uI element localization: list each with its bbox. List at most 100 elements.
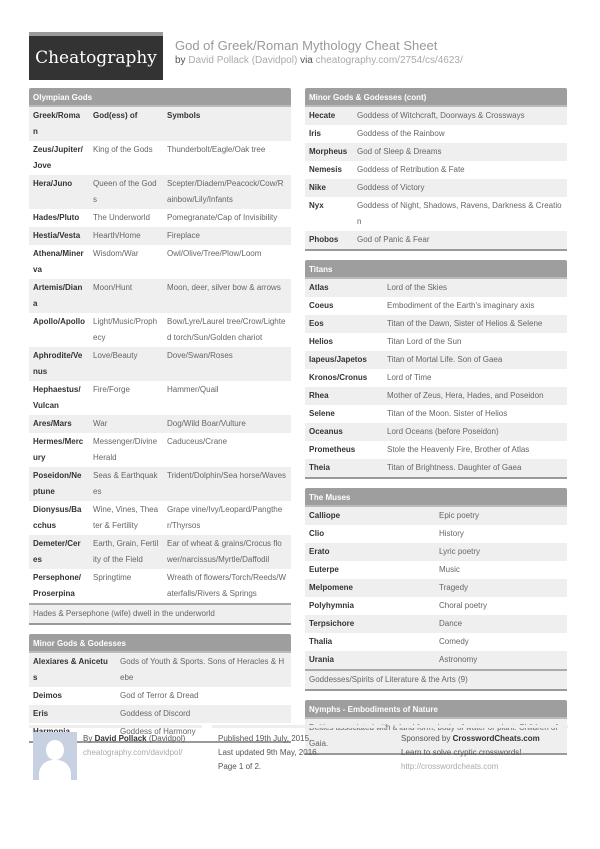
value-cell: Music bbox=[439, 565, 460, 574]
value-cell: God of Terror & Dread bbox=[120, 691, 199, 700]
value-cell: God of Panic & Fear bbox=[357, 235, 430, 244]
value-cell: Goddess of Victory bbox=[357, 183, 425, 192]
right-column: Minor Gods & Godesses (cont) Hecate Godde… bbox=[305, 88, 567, 764]
value-cell: Moon/Hunt bbox=[93, 283, 133, 292]
name-cell: Iapeus/Japetos bbox=[309, 355, 367, 364]
value-cell: Hearth/Home bbox=[93, 231, 141, 240]
value-cell: Thunderbolt/Eagle/Oak tree bbox=[167, 145, 266, 154]
name-cell: Deimos bbox=[33, 691, 62, 700]
table-row: Kronos/Cronus Lord of Time bbox=[305, 369, 567, 387]
value-cell: Ear of wheat & grains/Crocus flower/narc… bbox=[167, 539, 282, 564]
section-header: Olympian Gods bbox=[29, 88, 291, 107]
table-row: Melpomene Tragedy bbox=[305, 579, 567, 597]
name-cell: Thalia bbox=[309, 637, 333, 646]
section-note: Hades & Persephone (wife) dwell in the u… bbox=[29, 603, 291, 623]
value-cell: God of Sleep & Dreams bbox=[357, 147, 442, 156]
table-row: Clio History bbox=[305, 525, 567, 543]
name-cell: Nike bbox=[309, 183, 326, 192]
value-cell: Goddess of the Rainbow bbox=[357, 129, 445, 138]
table-row: Harmonia Goddess of Harmony bbox=[29, 723, 291, 741]
name-cell: Oceanus bbox=[309, 427, 343, 436]
value-cell: Titan of the Dawn, Sister of Helios & Se… bbox=[387, 319, 543, 328]
value-cell: Lord Oceans (before Poseidon) bbox=[387, 427, 499, 436]
value-cell: War bbox=[93, 419, 108, 428]
page-title: God of Greek/Roman Mythology Cheat Sheet bbox=[175, 38, 438, 53]
sheet-url-link[interactable]: cheatography.com/2754/cs/4623/ bbox=[315, 55, 463, 66]
author-handle: (Davidpol) bbox=[148, 734, 186, 743]
table-row: Hephaestus/Vulcan Fire/Forge Hammer/Quail bbox=[29, 381, 291, 415]
name-cell: Athena/Minerva bbox=[33, 249, 84, 274]
section-minor-gods: Minor Gods & Godesses Alexiares & Anicet… bbox=[29, 634, 291, 743]
value-cell: Lord of Time bbox=[387, 373, 432, 382]
value-cell: Titan of Mortal Life. Son of Gaea bbox=[387, 355, 503, 364]
updated-date: Last updated 9th May, 2016. bbox=[218, 748, 319, 757]
value-cell: The Underworld bbox=[93, 213, 150, 222]
value-cell: Lyric poetry bbox=[439, 547, 481, 556]
table-row: Hestia/Vesta Hearth/Home Fireplace bbox=[29, 227, 291, 245]
value-cell: Choral poetry bbox=[439, 601, 488, 610]
sponsored-label: Sponsored by bbox=[401, 734, 451, 743]
name-cell: Harmonia bbox=[29, 723, 116, 741]
table-row: Nemesis Goddess of Retribution & Fate bbox=[305, 161, 567, 179]
value-cell: Trident/Dolphin/Sea horse/Waves bbox=[167, 471, 287, 480]
table-row: Athena/Minerva Wisdom/War Owl/Olive/Tree/P… bbox=[29, 245, 291, 279]
name-cell: Clio bbox=[309, 529, 325, 538]
value-cell: Titan of Brightness. Daughter of Gaea bbox=[387, 463, 522, 472]
table-row: Iris Goddess of the Rainbow bbox=[305, 125, 567, 143]
author-link[interactable]: David Pollack (Davidpol) bbox=[188, 55, 298, 66]
table-row: Phobos God of Panic & Fear bbox=[305, 231, 567, 249]
table-row: Persephone/Proserpina Springtime Wreath of… bbox=[29, 569, 291, 603]
table-row: Coeus Embodiment of the Earth's imaginary… bbox=[305, 297, 567, 315]
cheatography-logo[interactable]: Cheatography bbox=[29, 32, 163, 80]
table-row: Alexiares & Anicetus Gods of Youth & Spor… bbox=[29, 653, 291, 687]
table-row: Polyhymnia Choral poetry bbox=[305, 597, 567, 615]
table-row: Nyx Goddess of Night, Shadows, Ravens, Da… bbox=[305, 197, 567, 231]
name-cell: Eos bbox=[309, 319, 324, 328]
name-cell: Nyx bbox=[309, 201, 324, 210]
table-row: Deimos God of Terror & Dread bbox=[29, 687, 291, 705]
table-row: Poseidon/Neptune Seas & Earthquakes Triden… bbox=[29, 467, 291, 501]
value-cell: Scepter/Diadem/Peacock/Cow/Rainbow/Lily/… bbox=[167, 179, 284, 204]
value-cell: Stole the Heavenly Fire, Brother of Atla… bbox=[387, 445, 530, 454]
value-cell: Gods of Youth & Sports. Sons of Heracles… bbox=[120, 657, 285, 682]
table-row: Ares/Mars War Dog/Wild Boar/Vulture bbox=[29, 415, 291, 433]
section-titans: Titans Atlas Lord of the Skies Coeus Embodi… bbox=[305, 260, 567, 479]
titans-table: Atlas Lord of the Skies Coeus Embodiment of… bbox=[305, 279, 567, 477]
minor-gods-table: Alexiares & Anicetus Gods of Youth & Spor… bbox=[29, 653, 291, 741]
sponsor-link[interactable]: CrosswordCheats.com bbox=[452, 734, 540, 743]
value-cell: Lord of the Skies bbox=[387, 283, 448, 292]
name-cell: Coeus bbox=[309, 301, 334, 310]
name-cell: Hephaestus/Vulcan bbox=[33, 385, 81, 410]
author-name[interactable]: David Pollack bbox=[94, 734, 147, 743]
value-cell: Bow/Lyre/Laurel tree/Crow/Lighted torch/… bbox=[167, 317, 286, 342]
name-cell: Atlas bbox=[309, 283, 329, 292]
table-row: Eris Goddess of Discord bbox=[29, 705, 291, 723]
name-cell: Prometheus bbox=[309, 445, 356, 454]
table-row: Oceanus Lord Oceans (before Poseidon) bbox=[305, 423, 567, 441]
table-row: Urania Astronomy bbox=[305, 651, 567, 669]
value-cell: Caduceus/Crane bbox=[167, 437, 228, 446]
value-cell: Queen of the Gods bbox=[93, 179, 157, 204]
section-header: Minor Gods & Godesses bbox=[29, 634, 291, 653]
author-profile-link[interactable]: cheatography.com/davidpol/ bbox=[83, 748, 183, 757]
value-cell: Wisdom/War bbox=[93, 249, 139, 258]
name-cell: Terpsichore bbox=[309, 619, 355, 628]
byline: by David Pollack (Davidpol) via cheatogr… bbox=[175, 55, 463, 66]
sponsor-url[interactable]: http://crosswordcheats.com bbox=[401, 762, 499, 771]
table-row: Euterpe Music bbox=[305, 561, 567, 579]
value-cell: Goddess of Harmony bbox=[120, 727, 196, 736]
olympian-table: Greek/Roman God(ess) of Symbols Zeus/Jupite… bbox=[29, 107, 291, 603]
value-cell: Dance bbox=[439, 619, 463, 628]
table-row: Rhea Mother of Zeus, Hera, Hades, and Pos… bbox=[305, 387, 567, 405]
value-cell: History bbox=[439, 529, 464, 538]
name-cell: Euterpe bbox=[309, 565, 339, 574]
table-row: Calliope Epic poetry bbox=[305, 507, 567, 525]
footer-dates: Published 19th July, 2015. Last updated … bbox=[212, 725, 385, 795]
column-header: Symbols bbox=[167, 111, 201, 120]
sponsor-tagline: Learn to solve cryptic crosswords! bbox=[401, 748, 522, 757]
value-cell: Wine, Vines, Theater & Fertility bbox=[93, 505, 159, 530]
name-cell: Zeus/Jupiter/Jove bbox=[33, 145, 83, 170]
section-header: Minor Gods & Godesses (cont) bbox=[305, 88, 567, 107]
name-cell: Aphrodite/Venus bbox=[33, 351, 83, 376]
name-cell: Hades/Pluto bbox=[33, 213, 80, 222]
